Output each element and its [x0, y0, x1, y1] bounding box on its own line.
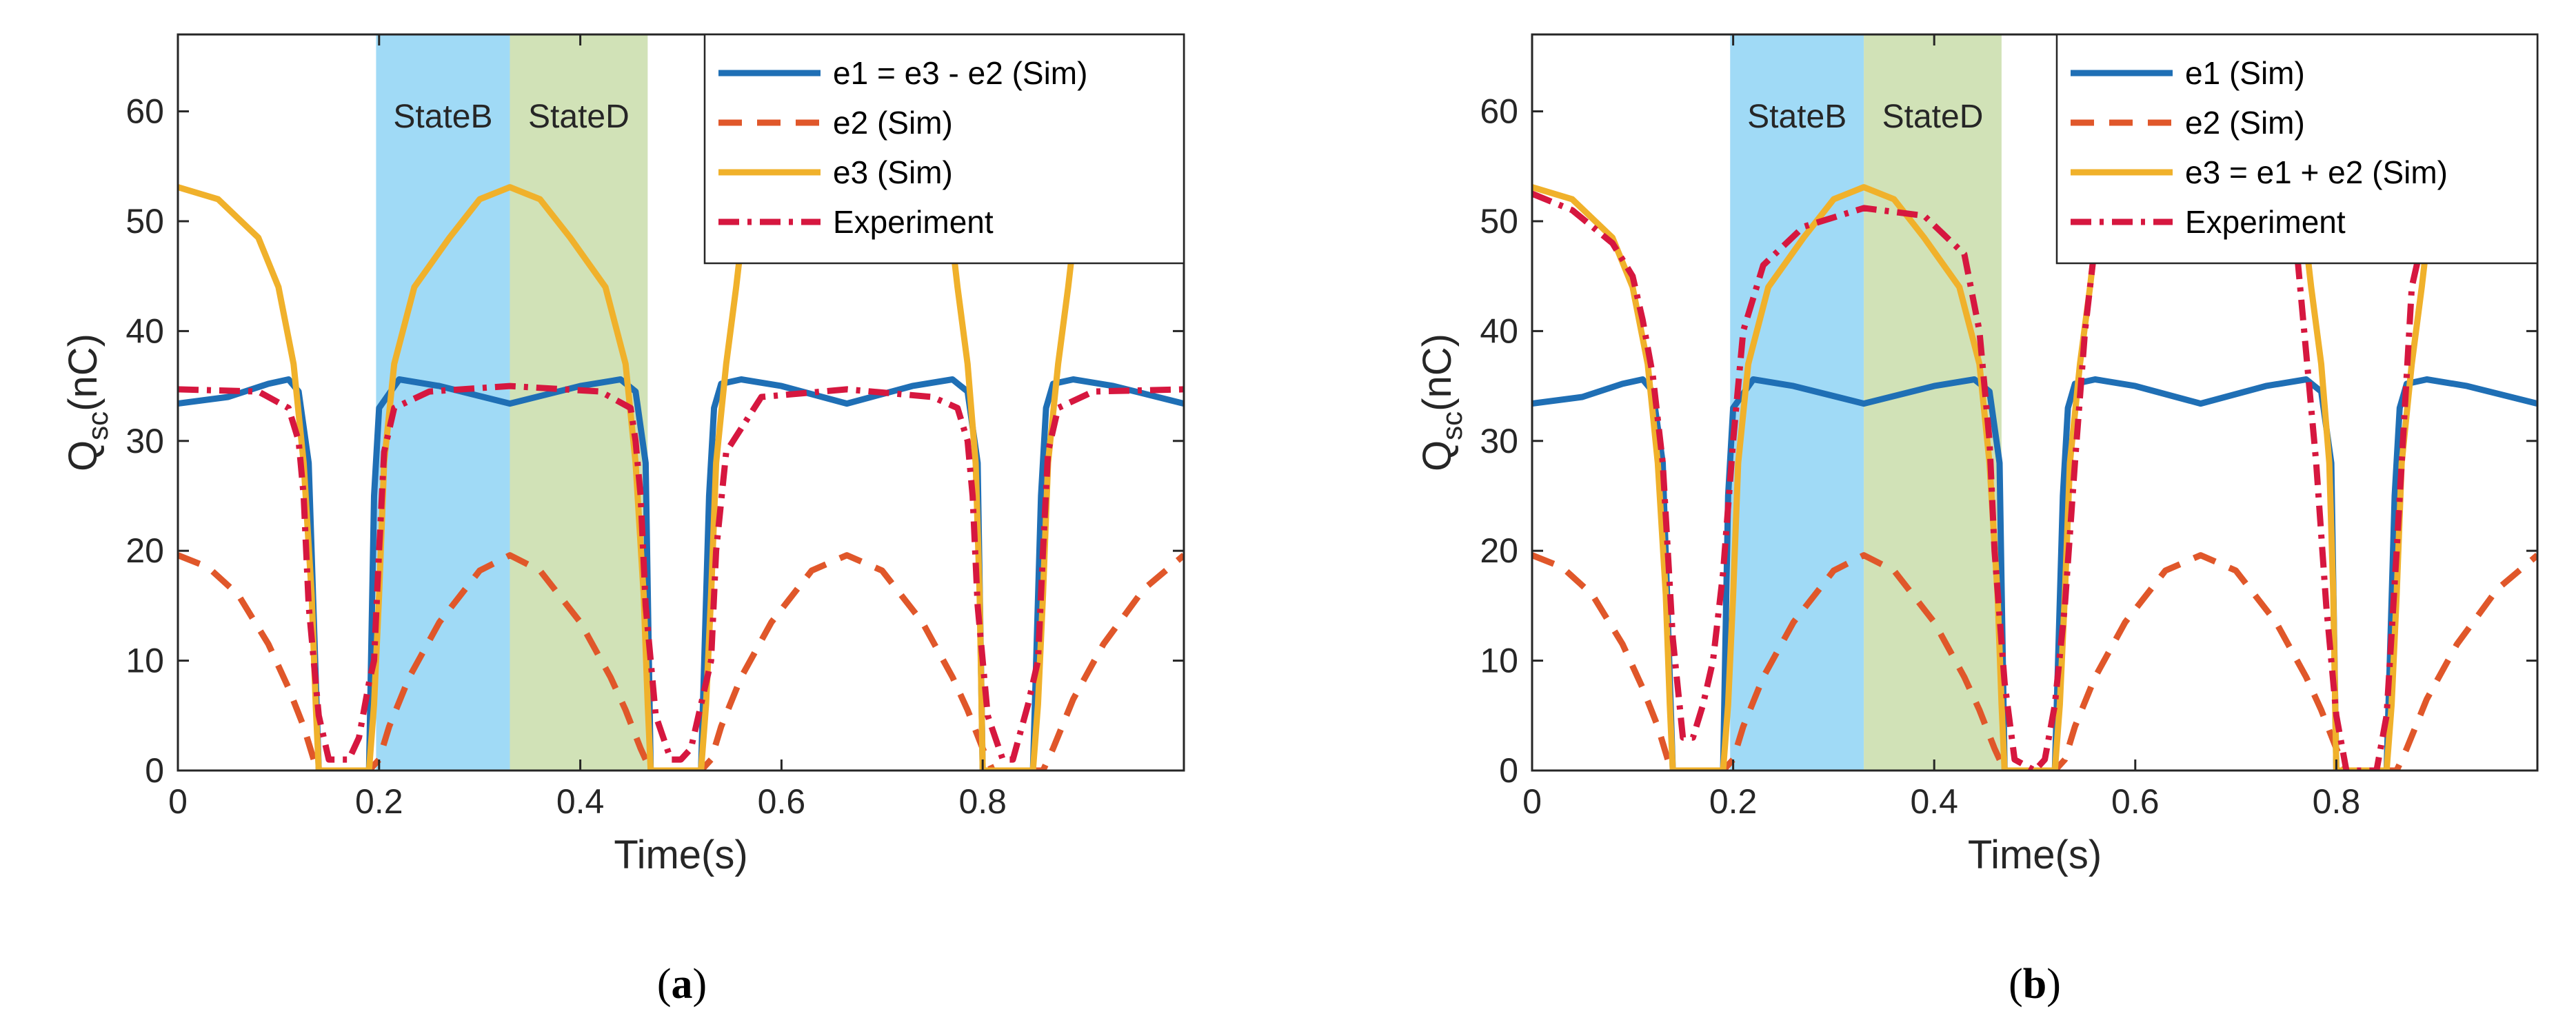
x-tick-label: 0.4	[556, 782, 605, 821]
y-tick-label: 20	[125, 531, 164, 570]
legend: e1 (Sim) e2 (Sim) e3 = e1 + e2 (Sim) Experi…	[2055, 33, 2539, 265]
y-tick-label: 10	[1480, 642, 1518, 680]
region-label-stated: StateD	[528, 99, 630, 135]
region-stateb	[1730, 34, 1864, 771]
caption-b: (b)	[2009, 961, 2061, 1008]
legend-label-experiment: Experiment	[2185, 204, 2346, 240]
y-tick-label: 50	[1480, 202, 1518, 241]
y-axis-label: Qsc(nC)	[61, 334, 114, 471]
legend-label-e2-sim: e2 (Sim)	[833, 105, 953, 141]
legend-label-e1-e3-e2-sim: e1 = e3 - e2 (Sim)	[833, 55, 1087, 91]
y-tick-label: 40	[1480, 312, 1518, 350]
axes-frame	[177, 33, 1185, 772]
axes-frame	[1531, 33, 2539, 772]
region-stated	[1864, 34, 2002, 771]
y-tick-label: 60	[125, 92, 164, 131]
x-tick-label: 0	[1522, 782, 1542, 821]
x-axis-label: Time(s)	[1968, 833, 2102, 877]
chart-panel-b: StateB StateD 0 0.2 0.4 0.6 0.8 0 10 20 30 40 50 60 Ti…	[1415, 33, 2539, 877]
caption-a: (a)	[657, 961, 707, 1008]
y-tick-label: 50	[125, 202, 164, 241]
series-line-experiment	[1532, 190, 2425, 771]
x-tick-label: 0.8	[2313, 782, 2361, 821]
legend-label-e3-e1-e2-sim: e3 = e1 + e2 (Sim)	[2185, 154, 2448, 190]
region-label-stated: StateD	[1882, 99, 1984, 135]
x-axis-label: Time(s)	[614, 833, 747, 877]
y-tick-label: 0	[1499, 751, 1518, 790]
x-tick-label: 0.2	[355, 782, 403, 821]
x-tick-label: 0	[168, 782, 188, 821]
chart-panel-a: StateB StateD 0 0.2 0.4 0.6 0.8 0 10 20 30 40 50 60 Ti…	[61, 33, 1185, 877]
series-line-e3-sim	[178, 184, 1076, 771]
y-tick-label: 0	[145, 751, 164, 790]
series-line-experiment	[178, 382, 1184, 763]
y-tick-label: 10	[125, 642, 164, 680]
region-label-stateb: StateB	[393, 99, 492, 135]
x-tick-label: 0.2	[1709, 782, 1758, 821]
x-tick-label: 0.6	[2111, 782, 2160, 821]
series-lines	[178, 184, 1184, 771]
y-tick-label: 30	[125, 422, 164, 460]
x-tick-label: 0.8	[958, 782, 1007, 821]
legend-label-e1-sim: e1 (Sim)	[2185, 55, 2305, 91]
y-axis-label: Qsc(nC)	[1415, 334, 1468, 471]
legend-label-e2-sim: e2 (Sim)	[2185, 105, 2305, 141]
legend-label-e3-sim: e3 (Sim)	[833, 154, 953, 190]
legend: e1 = e3 - e2 (Sim) e2 (Sim) e3 (Sim) Experi…	[703, 33, 1185, 265]
region-label-stateb: StateB	[1747, 99, 1847, 135]
series-lines	[1532, 184, 2537, 771]
region-stateb	[376, 34, 510, 771]
x-tick-label: 0.6	[758, 782, 806, 821]
y-tick-label: 60	[1480, 92, 1518, 131]
legend-label-experiment: Experiment	[833, 204, 994, 240]
y-tick-label: 20	[1480, 531, 1518, 570]
x-tick-label: 0.4	[1910, 782, 1958, 821]
y-tick-label: 40	[125, 312, 164, 350]
y-tick-label: 30	[1480, 422, 1518, 460]
